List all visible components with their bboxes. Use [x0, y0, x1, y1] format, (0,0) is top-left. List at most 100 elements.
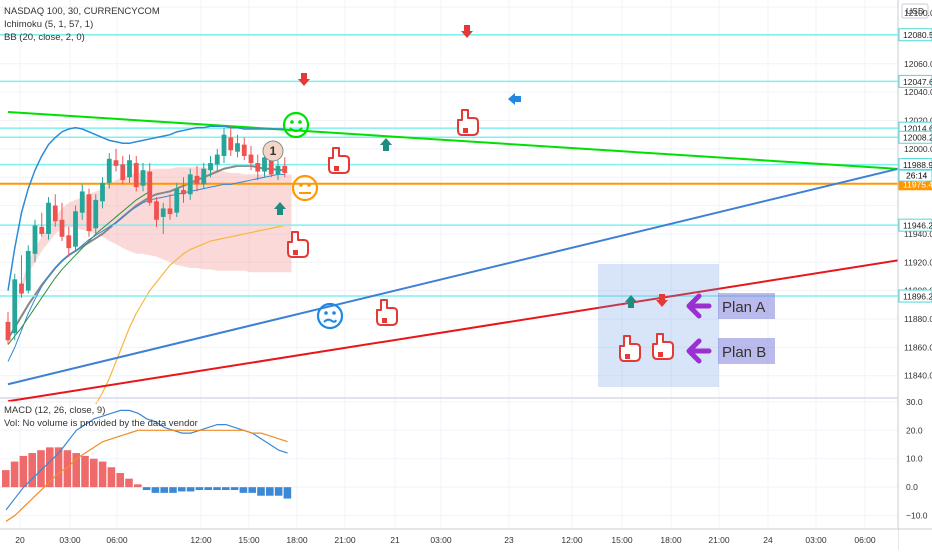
time-tick-label: 18:00: [660, 535, 682, 545]
candle: [147, 163, 153, 206]
candle: [167, 194, 173, 220]
grid: [0, 0, 898, 527]
candle-body: [86, 194, 92, 232]
face-eye: [332, 311, 336, 315]
macd-hist-bar: [81, 455, 89, 488]
candle-body: [12, 279, 18, 334]
time-tick-label: 03:00: [59, 535, 81, 545]
macd-hist-bar: [134, 484, 142, 488]
price-tag-label: 12080.5: [903, 30, 932, 40]
candle: [282, 157, 288, 178]
candle-body: [147, 171, 153, 203]
candle: [221, 127, 227, 164]
price-tag-label: 11975.4: [903, 179, 932, 189]
cloud-area: [14, 167, 292, 322]
hand-cuff: [463, 128, 468, 133]
macd-hist-bar: [2, 470, 10, 488]
time-tick-label: 03:00: [805, 535, 827, 545]
candle: [25, 245, 31, 294]
bb-upper: [7, 125, 285, 291]
candle-body: [39, 226, 45, 234]
face-eye: [290, 120, 294, 124]
candle-body: [19, 283, 24, 294]
currency-label: USD: [906, 6, 924, 16]
candle: [255, 154, 261, 181]
macd-hist-bar: [195, 487, 204, 491]
face-eye: [324, 311, 328, 315]
candle-body: [181, 189, 186, 195]
macd-hist-bar: [90, 458, 98, 488]
candle: [187, 168, 193, 200]
candle-body: [25, 250, 31, 291]
macd-hist-bar: [178, 487, 186, 492]
candle-body: [228, 137, 234, 151]
candle-body: [221, 134, 227, 156]
macd-hist-bar: [19, 455, 28, 488]
trendlines: [7, 111, 932, 403]
face-eye: [307, 183, 311, 187]
plan-label-box: [718, 338, 775, 364]
hand-cuff: [625, 354, 630, 359]
candle-body: [120, 164, 126, 181]
face-outline: [282, 111, 310, 139]
confused-face-icon: [316, 302, 344, 330]
candle: [106, 153, 112, 189]
candle: [19, 255, 24, 298]
candle-body: [140, 170, 146, 186]
candle-body: [194, 175, 200, 185]
candle-body: [73, 211, 78, 247]
trendline-green: [7, 111, 932, 173]
candle-body: [275, 165, 281, 175]
macd-hist-bar: [46, 447, 54, 488]
candle: [120, 155, 126, 185]
price-tag: [898, 218, 932, 232]
candle-body: [255, 163, 261, 172]
price-tick-label: 11920.0: [904, 257, 932, 267]
arrow-left-purple-icon: [686, 293, 712, 319]
candle: [66, 226, 72, 257]
time-tick-label: 06:00: [854, 535, 876, 545]
candle: [228, 126, 234, 156]
candle: [12, 273, 18, 341]
hand-pointing-icon: [287, 231, 309, 258]
arrow-up-icon: [625, 295, 637, 308]
time-tick-label: 21:00: [708, 535, 730, 545]
pane-separator: [0, 397, 898, 399]
face-outline: [316, 302, 344, 330]
candle-body: [66, 235, 72, 249]
hand-pointing-icon: [652, 333, 674, 360]
candle-body: [154, 201, 159, 220]
macd-hist-bar: [257, 487, 265, 496]
arrow-down-icon: [656, 294, 668, 307]
candle: [248, 146, 254, 171]
macd-hist-bar: [160, 487, 168, 493]
hand-pointing-icon: [619, 335, 641, 362]
price-tick-label: 12100.0: [904, 8, 932, 18]
time-tick-label: 03:00: [430, 535, 452, 545]
plan-label-box: [718, 293, 775, 319]
candle-body: [268, 158, 274, 175]
candle: [208, 155, 213, 178]
time-tick-label: 21:00: [334, 535, 356, 545]
marker-label: 1: [270, 144, 277, 158]
candle-body: [282, 165, 288, 173]
face-eye: [298, 120, 302, 124]
candle-body: [262, 157, 267, 172]
arrow-up-icon: [380, 138, 392, 151]
price-tag: [898, 289, 932, 303]
price-tick-label: 11860.0: [904, 342, 932, 352]
time-tick-label: 18:00: [286, 535, 308, 545]
macd-hist-bar: [283, 487, 292, 499]
macd-hist-bar: [10, 461, 19, 488]
legend-ichimoku: Ichimoku (5, 1, 57, 1): [4, 19, 94, 30]
candle: [127, 154, 132, 183]
hand-pointing-icon: [328, 147, 350, 174]
legend-bb: BB (20, close, 2, 0): [4, 32, 85, 43]
candle: [93, 194, 99, 234]
macd-hist-bar: [37, 450, 45, 488]
candle: [86, 188, 92, 237]
candle: [140, 163, 146, 192]
smiley-face-icon: [282, 111, 310, 139]
